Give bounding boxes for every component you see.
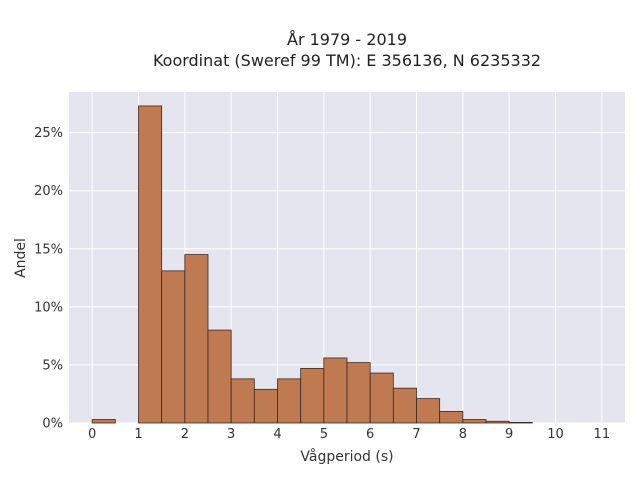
- histogram-bar: [508, 422, 533, 424]
- x-tick-label: 3: [227, 427, 235, 442]
- x-tick-label: 1: [134, 427, 142, 442]
- x-tick-label: 6: [366, 427, 374, 442]
- y-tick-label: 15%: [34, 242, 63, 257]
- y-tick-label: 5%: [42, 358, 63, 373]
- histogram-bar: [184, 254, 209, 424]
- histogram-bar: [91, 419, 116, 424]
- x-tick-label: 5: [320, 427, 328, 442]
- histogram-bar: [439, 410, 464, 424]
- histogram-bar: [253, 388, 278, 424]
- histogram-bar: [462, 419, 487, 424]
- histogram-bar: [300, 368, 325, 424]
- x-tick-label: 9: [505, 427, 513, 442]
- histogram-bars: [91, 105, 533, 424]
- y-tick-label: 25%: [34, 126, 63, 141]
- x-tick-label: 11: [594, 427, 611, 442]
- y-tick-label: 0%: [42, 417, 63, 432]
- x-axis-label: Vågperiod (s): [300, 448, 393, 465]
- x-tick-label: 8: [459, 427, 467, 442]
- chart-title-line-1: År 1979 - 2019: [287, 30, 407, 49]
- x-tick-label: 0: [88, 427, 96, 442]
- histogram-bar: [369, 372, 394, 424]
- chart-title-line-2: Koordinat (Sweref 99 TM): E 356136, N 62…: [153, 51, 541, 70]
- histogram-bar: [277, 378, 302, 424]
- histogram-bar: [323, 357, 348, 424]
- y-axis-label: Andel: [13, 238, 29, 278]
- y-tick-label: 10%: [34, 300, 63, 315]
- histogram-bar: [207, 329, 232, 424]
- histogram-bar: [346, 362, 371, 424]
- histogram-bar: [416, 398, 441, 424]
- x-tick-label: 4: [273, 427, 281, 442]
- x-tick-label: 7: [412, 427, 420, 442]
- y-axis-ticks: 0% 5% 10% 15% 20% 25%: [34, 126, 63, 431]
- histogram-bar: [161, 270, 186, 424]
- x-tick-label: 10: [547, 427, 564, 442]
- histogram-bar: [392, 387, 417, 424]
- y-tick-label: 20%: [34, 184, 63, 199]
- x-axis-ticks: 0 1 2 3 4 5 6 7 8 9 10 11: [88, 427, 610, 442]
- x-tick-label: 2: [181, 427, 189, 442]
- histogram-bar: [138, 105, 163, 424]
- histogram-bar: [485, 420, 510, 424]
- histogram-bar: [230, 378, 255, 424]
